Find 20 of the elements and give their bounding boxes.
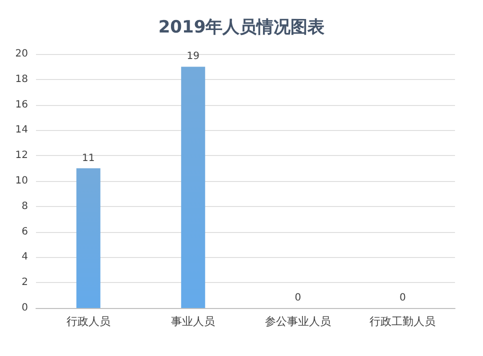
x-tick-label: 参公事业人员 — [264, 315, 331, 328]
y-tick-label: 10 — [15, 176, 28, 186]
data-label: 11 — [82, 152, 95, 164]
data-label: 0 — [294, 292, 302, 304]
y-tick-label: 20 — [15, 48, 28, 60]
y-tick-label: 18 — [15, 74, 28, 85]
y-tick-label: 0 — [22, 302, 28, 314]
y-tick-label: 2 — [22, 277, 28, 288]
data-label: 19 — [186, 51, 200, 62]
y-tick-label: 16 — [15, 99, 28, 110]
x-tick-label: 行政人员 — [66, 315, 110, 328]
y-tick-label: 4 — [22, 252, 28, 263]
data-label: 0 — [399, 292, 406, 304]
y-tick-label: 12 — [15, 150, 28, 162]
y-tick-label: 14 — [15, 124, 28, 136]
chart-title: 2019年人员情况图表 — [158, 18, 326, 38]
x-tick-label: 行政工勤人员 — [370, 315, 436, 328]
y-tick-label: 6 — [22, 226, 28, 238]
x-tick-label: 事业人员 — [171, 315, 216, 328]
y-tick-label: 8 — [22, 200, 28, 212]
